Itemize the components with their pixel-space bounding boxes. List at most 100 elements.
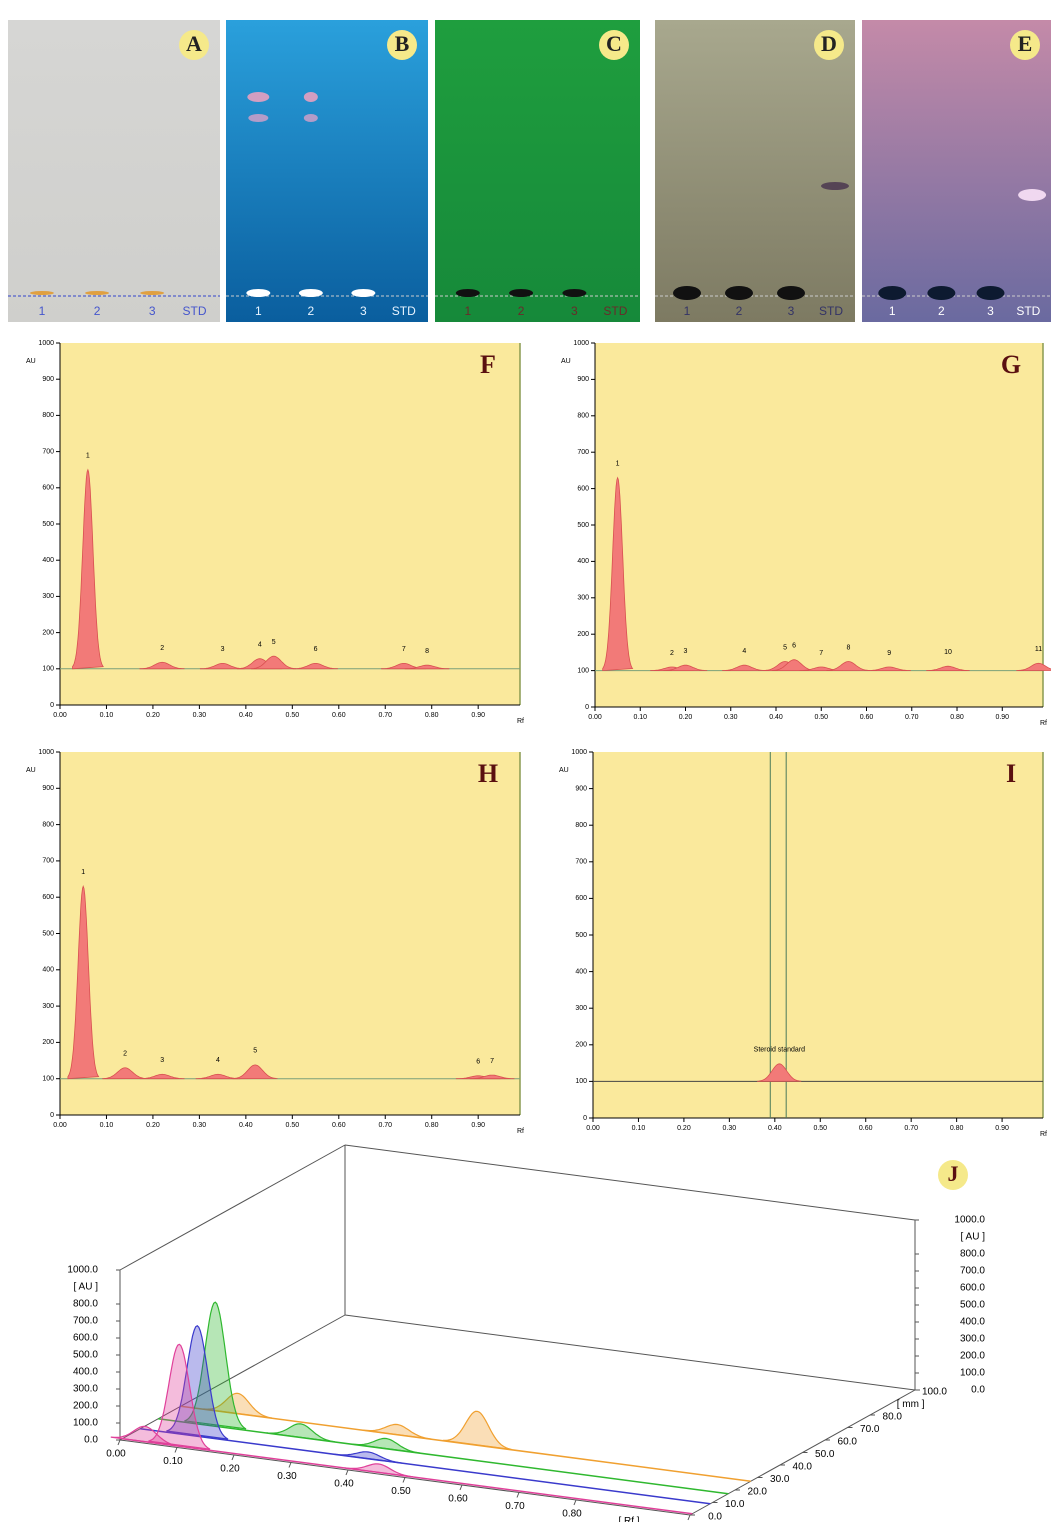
figure: 123STDA123STDB123STDC123STDD123STDE01002… — [0, 0, 1051, 1522]
y-tick-label: 600 — [577, 485, 589, 492]
x-tick-label: 0.70 — [378, 712, 392, 719]
y-tick-label: 900 — [577, 376, 589, 383]
y-tick-label: 400 — [577, 558, 589, 565]
panel-label: H — [478, 759, 498, 788]
x-tick-label: 0.10 — [100, 1122, 114, 1129]
spot — [299, 289, 323, 297]
lane-label: 2 — [736, 304, 743, 318]
panel-label: G — [1001, 350, 1021, 379]
peak-label: 4 — [258, 642, 262, 649]
x-tick-label: 0.20 — [677, 1125, 691, 1132]
spot — [140, 291, 164, 295]
peak-label: 9 — [887, 650, 891, 657]
peak-label: 6 — [792, 643, 796, 650]
y-tick-label: 0 — [585, 704, 589, 711]
tlc-plate — [226, 20, 428, 322]
x-tick-label: 0.00 — [106, 1449, 126, 1460]
y-tick-label: 800 — [577, 413, 589, 420]
z-tick-label: 70.0 — [860, 1424, 880, 1435]
y-tick-label: 0.0 — [84, 1435, 98, 1446]
y-tick-label: 100 — [575, 1078, 587, 1085]
x-tick-label: 0.90 — [995, 714, 1009, 721]
lane-label: STD — [392, 304, 416, 318]
x-tick-label: 0.80 — [950, 714, 964, 721]
y-tick-label: 100 — [42, 1076, 54, 1083]
y-tick-label: 800 — [42, 412, 54, 419]
lane-label: 1 — [889, 304, 896, 318]
x-tick-label: 0.80 — [425, 712, 439, 719]
tlc-plate — [862, 20, 1051, 322]
tlc-plate — [655, 20, 855, 322]
spot — [777, 286, 805, 300]
peak — [443, 1411, 512, 1449]
peak-label: 2 — [123, 1051, 127, 1058]
y-axis-label: AU — [559, 767, 569, 774]
x-tick-label: 0.30 — [723, 1125, 737, 1132]
lane-label: STD — [183, 304, 207, 318]
peak-label: 5 — [783, 644, 787, 651]
x-tick-label: 0.30 — [724, 714, 738, 721]
y-tick-label: 200 — [42, 629, 54, 636]
y-tick-label: 400 — [42, 557, 54, 564]
x-tick-label: 0.60 — [332, 712, 346, 719]
peak-label: Steroid standard — [754, 1047, 805, 1054]
x-tick-label: 0.50 — [813, 1125, 827, 1132]
plot-area — [60, 343, 520, 705]
y-tick-label: 200 — [575, 1042, 587, 1049]
panel-label: A — [186, 31, 202, 56]
x-tick-label: 0.70 — [904, 1125, 918, 1132]
y-tick-label: 600 — [42, 894, 54, 901]
panel-label: F — [480, 350, 496, 379]
lane-label: 2 — [94, 304, 101, 318]
x-tick-label: 0.30 — [277, 1471, 297, 1482]
z-tick-label: 0.0 — [708, 1512, 722, 1522]
spot — [878, 286, 906, 300]
x-axis-label: Rf — [517, 1128, 524, 1135]
y-tick-label: 700 — [42, 448, 54, 455]
x-tick — [574, 1500, 576, 1505]
z-tick-label: 20.0 — [748, 1487, 768, 1498]
x-tick-label: 0.60 — [860, 714, 874, 721]
peak-label: 1 — [81, 869, 85, 876]
peak-label: 6 — [314, 646, 318, 653]
x-tick-label: 0.50 — [286, 712, 300, 719]
peak-label: 7 — [402, 646, 406, 653]
spot — [247, 92, 269, 102]
x-tick — [688, 1515, 690, 1520]
x-axis-label: Rf — [1040, 1131, 1047, 1138]
y-tick-label: 500.0 — [960, 1300, 985, 1311]
y-tick-label: 1000 — [571, 749, 587, 756]
x-tick-label: 0.50 — [286, 1122, 300, 1129]
x-tick-label: 0.10 — [633, 714, 647, 721]
lane-label: STD — [819, 304, 843, 318]
y-tick-label: 0 — [583, 1115, 587, 1122]
lane-label: 1 — [255, 304, 262, 318]
x-tick — [403, 1478, 405, 1483]
y-tick-label: 800.0 — [73, 1299, 98, 1310]
y-tick-label: 800 — [575, 822, 587, 829]
x-tick — [517, 1493, 519, 1498]
lane-label: STD — [1016, 304, 1040, 318]
lane-label: 3 — [149, 304, 156, 318]
z-tick-label: 100.0 — [922, 1387, 947, 1398]
peak-label: 7 — [490, 1058, 494, 1065]
lane-label: 3 — [360, 304, 367, 318]
x-tick — [460, 1485, 462, 1490]
y-tick-label: 200.0 — [73, 1401, 98, 1412]
peak — [352, 1438, 420, 1453]
z-tick-label: 50.0 — [815, 1449, 835, 1460]
peak-label: 5 — [253, 1048, 257, 1055]
y-tick-label: 1000 — [573, 340, 589, 347]
peak-label: 8 — [425, 648, 429, 655]
x-tick-label: 0.60 — [448, 1494, 468, 1505]
peak-label: 4 — [216, 1057, 220, 1064]
y-tick-label: 100.0 — [960, 1368, 985, 1379]
y-tick-label: 800.0 — [960, 1249, 985, 1260]
plot-area — [593, 752, 1043, 1118]
y-tick-label: 300.0 — [73, 1384, 98, 1395]
x-tick-label: 0.40 — [769, 714, 783, 721]
peak-label: 5 — [272, 639, 276, 646]
spot — [927, 286, 955, 300]
x-tick-label: 0.30 — [193, 712, 207, 719]
y-tick-label: 900 — [575, 785, 587, 792]
